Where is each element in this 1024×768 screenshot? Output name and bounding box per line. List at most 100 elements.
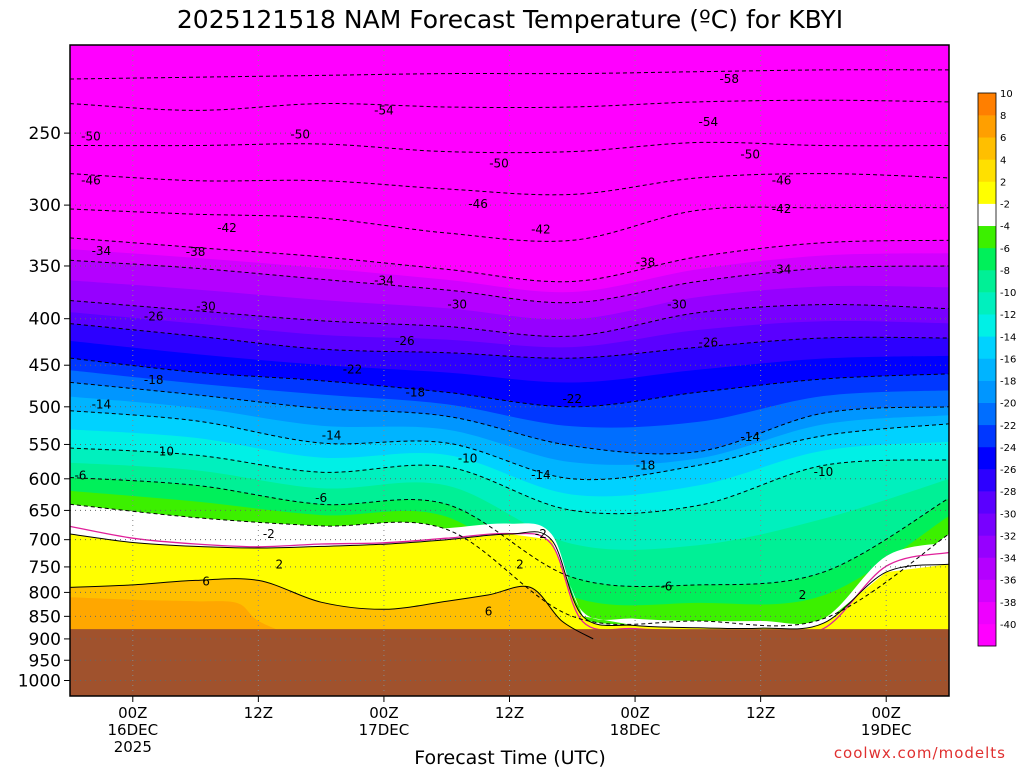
colorbar-label: 10 [1000,89,1013,100]
pressure-axis: 250 300 350 400 450 500 550 600 650 700 750 800 850 9… [18,124,70,692]
isotherm-label: -10 [154,445,174,459]
colorbar-swatch [978,93,996,116]
colorbar-label: -26 [1000,465,1016,476]
chart-title: 2025121518 NAM Forecast Temperature (ºC)… [177,5,843,34]
band-freezing [70,516,949,629]
x-tick-label: 12Z [746,704,775,722]
colorbar-label: -12 [1000,310,1016,321]
isotherm-contours [70,69,949,640]
colorbar-label: -4 [1000,222,1010,233]
isotherm-label: -26 [144,310,164,324]
colorbar-swatch [978,292,996,315]
colorbar-swatch [978,535,996,558]
isotherm-label: -26 [395,334,415,348]
isotherm-label: -18 [636,458,656,472]
colorbar-label: -14 [1000,332,1016,343]
x-tick-label: 00Z [620,704,649,722]
y-tick-label: 1000 [18,672,61,692]
colorbar-swatch [978,336,996,359]
isotherm-label: -34 [374,273,394,287]
isotherm-label: -22 [562,392,582,406]
colorbar-label: 6 [1000,133,1006,144]
isotherm-label: -42 [217,221,237,235]
isotherm-label: 2 [799,588,807,602]
isotherm-label: -30 [667,298,687,312]
y-tick-label: 300 [29,196,61,216]
isotherm-label: -14 [531,468,551,482]
x-tick-label: 00Z [118,704,147,722]
isotherm-line [70,357,949,408]
isotherm-line [70,503,949,627]
colorbar-label: -24 [1000,443,1016,454]
colorbar-swatch [978,203,996,227]
colorbar: -40-38-36-34-32-30-28-26-24-22-20-18-16-… [977,89,1016,647]
y-tick-label: 600 [29,470,61,490]
x-tick-label: 12Z [244,704,273,722]
y-tick-label: 700 [29,531,61,551]
y-tick-label: 400 [29,310,61,330]
isotherm-label: 6 [485,605,493,619]
colorbar-label: 2 [1000,177,1006,188]
colorbar-label: -32 [1000,531,1016,542]
isotherm-label: -10 [458,452,478,466]
isotherm-label: -54 [699,115,719,129]
colorbar-label: -16 [1000,354,1016,365]
x-axis-title: Forecast Time (UTC) [414,747,605,768]
y-tick-label: 800 [29,583,61,603]
isotherm-label: -10 [814,465,834,479]
colorbar-label: 4 [1000,155,1006,166]
colorbar-swatch [978,601,996,625]
colorbar-swatch [978,380,996,403]
colorbar-label: 8 [1000,111,1006,122]
isotherm-label: -6 [315,491,327,505]
y-tick-label: 750 [29,558,61,578]
isotherm-line [70,206,949,242]
isotherm-label: -14 [322,429,342,443]
isotherm-line [70,259,949,304]
y-tick-label: 450 [29,356,61,376]
colorbar-swatch [978,269,996,293]
isotherm-label: -50 [489,157,509,171]
y-tick-label: 500 [29,398,61,418]
colorbar-swatch [978,446,996,470]
colorbar-label: -20 [1000,399,1016,410]
x-tick-label: 16DEC [107,721,158,739]
isotherm-labels: -50-46-50-54-50-46-42-58-54-50-46-42-42-… [74,72,833,619]
isotherm-line [70,381,949,455]
colorbar-swatch [978,225,996,249]
colorbar-label: -6 [1000,244,1010,255]
grid-lines [70,45,949,696]
colorbar-swatch [978,402,996,426]
colorbar-frame [977,92,997,647]
x-tick-label: 18DEC [610,721,661,739]
isotherm-label: -26 [699,336,719,350]
isotherm-label: -14 [740,430,760,444]
colorbar-swatch [978,513,996,536]
colorbar-label: -8 [1000,266,1010,277]
isotherm-line [70,323,949,359]
x-tick-label: 19DEC [861,721,912,739]
colorbar-swatch [978,247,996,271]
isotherm-line [70,477,949,587]
x-tick-label: 00Z [369,704,398,722]
y-tick-label: 950 [29,651,61,671]
isotherm-label: -46 [772,174,792,188]
isotherm-label: 2 [516,557,524,571]
colorbar-swatch [978,358,996,381]
x-tick-label: 2025 [114,738,152,756]
colorbar-swatch [978,469,996,492]
isotherm-label: -50 [740,148,760,162]
credit-link[interactable]: coolwx.com/modelts [833,744,1006,762]
isotherm-label: -46 [468,197,488,211]
isotherm-label: -46 [81,174,101,188]
isotherm-label: -58 [719,72,739,86]
x-tick-label: 00Z [872,704,901,722]
colorbar-swatch [978,491,996,514]
isotherm-label: -30 [447,298,467,312]
colorbar-swatch [978,579,996,603]
colorbar-swatch [978,557,996,580]
y-tick-label: 650 [29,501,61,521]
isotherm-label: -6 [74,469,86,483]
